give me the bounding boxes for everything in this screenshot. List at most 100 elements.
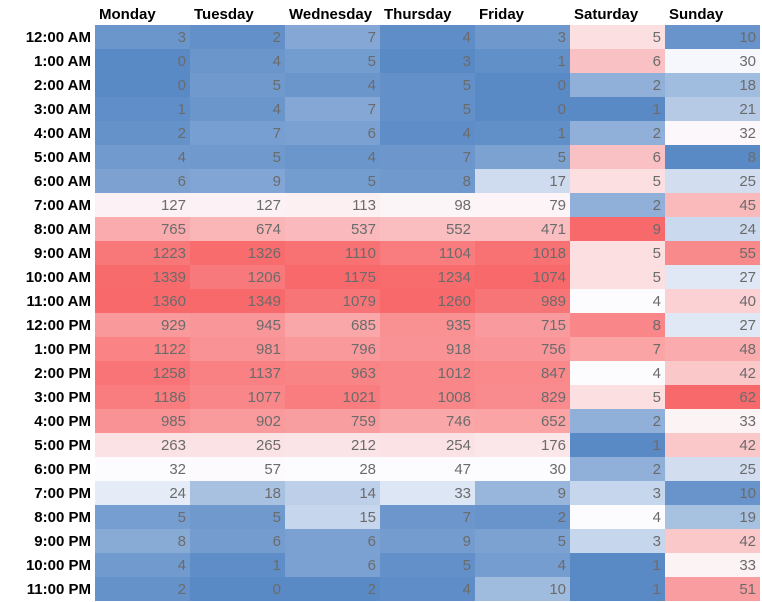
heatmap-cell [190,577,285,601]
heatmap-cell [570,145,665,169]
cell-value: 0 [273,581,281,598]
heatmap-cell [285,409,380,433]
column-header-thursday: Thursday [384,6,452,23]
cell-value: 1 [653,557,661,574]
row-labels: 12:00 AM 1:00 AM 2:00 AM 3:00 AM 4:00 AM 5:00… [26,29,91,598]
cell-value: 759 [351,413,376,430]
cell-value: 5 [178,509,186,526]
cell-value: 18 [739,77,756,94]
cell-value: 42 [739,533,756,550]
heatmap-cell [190,313,285,337]
cell-value: 1012 [438,365,471,382]
cell-value: 756 [541,341,566,358]
heatmap-cell [665,217,760,241]
heatmap-cell [95,385,190,409]
cell-value: 6 [368,557,376,574]
cell-value: 30 [549,461,566,478]
heatmap-cell [95,25,190,49]
heatmap-cell [95,577,190,601]
heatmap-cell [570,25,665,49]
row-label: 9:00 PM [34,533,91,550]
cell-value: 1234 [438,269,471,286]
cell-value: 1104 [439,245,471,262]
cell-value: 1 [558,125,566,142]
heatmap-cell [380,25,475,49]
cell-value: 4 [653,365,661,382]
heatmap-cell [285,49,380,73]
cell-value: 1326 [248,245,281,262]
heatmap-cell [570,73,665,97]
heatmap-cell [95,505,190,529]
cell-value: 989 [541,293,566,310]
row-label: 1:00 AM [34,53,91,70]
cell-value: 1258 [153,365,186,382]
cell-value: 5 [463,101,471,118]
column-header-wednesday: Wednesday [289,6,373,23]
cell-value: 1137 [249,365,281,382]
cell-value: 18 [264,485,281,502]
cell-value: 9 [558,485,566,502]
cell-value: 21 [739,101,756,118]
heatmap-cell [190,145,285,169]
cell-value: 652 [541,413,566,430]
cell-value: 1074 [533,269,566,286]
cell-value: 27 [739,317,756,334]
cell-value: 765 [161,221,186,238]
cell-value: 51 [739,581,756,598]
heatmap-cell [285,73,380,97]
cell-value: 847 [541,365,566,382]
cell-value: 1223 [153,245,186,262]
cell-value: 5 [653,29,661,46]
heatmap-cell [570,433,665,457]
heatmap-cell [665,25,760,49]
heatmap-cell [190,505,285,529]
cell-value: 929 [161,317,186,334]
cell-value: 7 [653,341,661,358]
heatmap-cell [380,529,475,553]
row-label: 12:00 PM [26,317,91,334]
heatmap-cell [380,553,475,577]
heatmap-cell [570,265,665,289]
heatmap-cell [285,241,380,265]
heatmap-cell [95,313,190,337]
heatmap-cell [285,337,380,361]
heatmap-cell [380,145,475,169]
heatmap-cell [570,457,665,481]
heatmap-cell [285,481,380,505]
heatmap-cell [665,409,760,433]
cell-value: 45 [739,197,756,214]
heatmap-cell [475,529,570,553]
cell-value: 3 [558,29,566,46]
heatmap-cell [285,217,380,241]
heatmap-cell [475,577,570,601]
cell-value: 1 [653,101,661,118]
row-label: 11:00 PM [27,581,91,598]
heatmap-cell [95,529,190,553]
cell-value: 1175 [344,269,376,286]
heatmap-cell [665,145,760,169]
heatmap-cell [95,49,190,73]
cell-value: 935 [446,317,471,334]
cell-value: 10 [549,581,566,598]
heatmap-cell [380,481,475,505]
cell-value: 6 [178,173,186,190]
cell-value: 127 [161,197,186,214]
cell-value: 47 [454,461,471,478]
cell-value: 98 [454,197,471,214]
cell-value: 0 [178,77,186,94]
cell-value: 6 [273,533,281,550]
heatmap-cell [95,361,190,385]
heatmap-cell [95,409,190,433]
heatmap-cell [475,97,570,121]
heatmap-cell [665,529,760,553]
heatmap-cell [570,481,665,505]
row-label: 7:00 AM [34,197,91,214]
cell-value: 7 [463,149,471,166]
cell-value: 15 [359,509,376,526]
cell-value: 1079 [343,293,376,310]
cell-value: 2 [178,581,186,598]
heatmap-cell [475,217,570,241]
heatmap-cell [380,73,475,97]
heatmap-cell [570,337,665,361]
column-labels: Monday Tuesday Wednesday Thursday Friday Satu… [99,6,724,23]
